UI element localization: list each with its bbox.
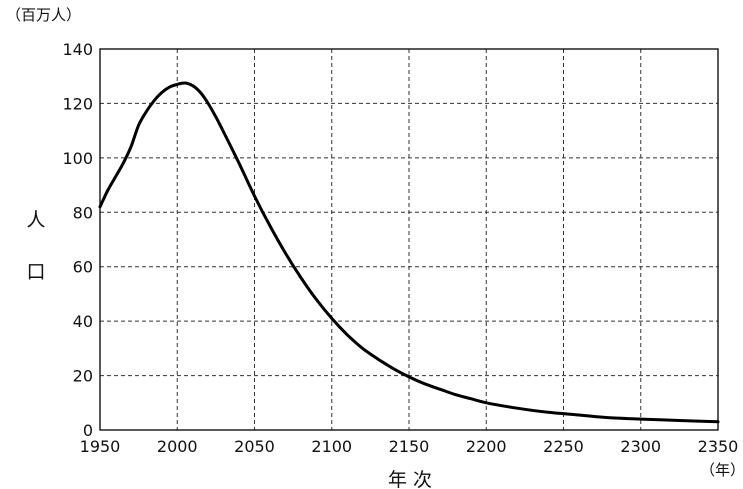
y-tick-label: 100 <box>62 149 93 168</box>
x-axis-label: 年 次 <box>388 469 432 489</box>
x-tick-label: 2250 <box>543 437 584 456</box>
y-axis-label-1: 人 <box>26 209 45 231</box>
grid <box>100 49 718 430</box>
y-tick-label: 40 <box>73 312 93 331</box>
y-axis-label-2: 口 <box>26 261 45 283</box>
x-tick-label: 2200 <box>466 437 507 456</box>
x-tick-label: 2000 <box>157 437 198 456</box>
x-unit-label: （年） <box>700 461 743 479</box>
x-tick-label: 1950 <box>80 437 121 456</box>
x-tick-label: 2150 <box>389 437 430 456</box>
x-tick-label: 2050 <box>234 437 275 456</box>
y-tick-label: 60 <box>73 258 93 277</box>
y-tick-label: 80 <box>73 203 93 222</box>
plot-frame <box>99 48 719 431</box>
y-tick-labels: 0 20 40 60 80 100 120 140 <box>62 40 93 440</box>
population-line <box>98 81 720 424</box>
y-tick-label: 140 <box>62 40 93 59</box>
y-tick-label: 120 <box>62 94 93 113</box>
y-tick-label: 20 <box>73 367 93 386</box>
x-tick-labels: 1950 2000 2050 2100 2150 2200 2250 2300 2350 <box>80 437 739 456</box>
y-tick-label: 0 <box>83 421 93 440</box>
x-tick-label: 2300 <box>620 437 661 456</box>
x-tick-label: 2100 <box>311 437 352 456</box>
x-tick-label: 2350 <box>698 437 739 456</box>
y-unit-label: （百万人） <box>6 6 81 24</box>
